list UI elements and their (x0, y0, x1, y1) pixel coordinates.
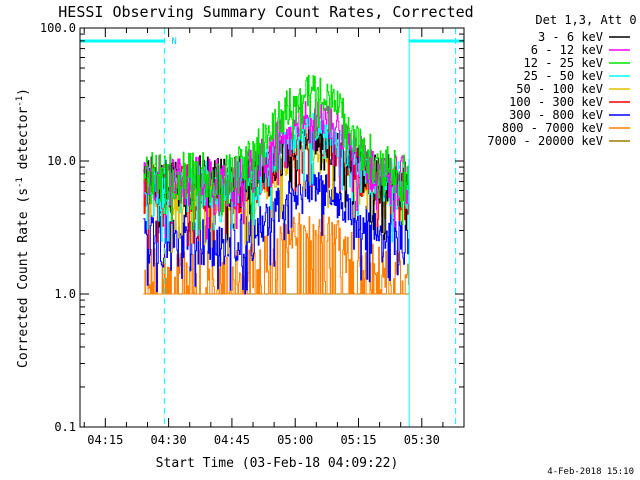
legend-entry-label: 12 - 25 keV (524, 56, 603, 70)
legend-entry-label: 800 - 7000 keV (502, 121, 603, 135)
legend-header: Det 1,3, Att 0 (535, 13, 636, 27)
plot-frame (79, 27, 465, 428)
series-line (143, 212, 410, 295)
legend-entry-label: 50 - 100 keV (516, 82, 603, 96)
x-tick-label: 05:00 (277, 433, 313, 447)
x-tick-label: 04:45 (214, 433, 250, 447)
legend-entry-label: 3 - 6 keV (538, 30, 603, 44)
y-axis-label-main: Corrected Count Rate (s (16, 188, 31, 368)
x-tick-label: 05:15 (340, 433, 376, 447)
legend-entry-label: 100 - 300 keV (509, 95, 603, 109)
night-marker-label: N (171, 37, 176, 47)
series-line (143, 74, 410, 231)
x-tick-label: 05:30 (404, 433, 440, 447)
y-tick-label: 1.0 (54, 287, 76, 301)
y-axis-label-exp1: -1 (15, 177, 25, 188)
x-axis-label: Start Time (03-Feb-18 04:09:22) (156, 456, 399, 471)
legend-entry-label: 6 - 12 keV (531, 43, 603, 57)
date-stamp: 4-Feb-2018 15:10 (547, 467, 634, 477)
chart-title: HESSI Observing Summary Count Rates, Cor… (58, 3, 473, 21)
x-tick-label: 04:15 (87, 433, 123, 447)
y-tick-label: 100.0 (40, 21, 76, 35)
y-axis-label-exp2: -1 (15, 96, 25, 107)
legend-entry-label: 300 - 800 keV (509, 108, 603, 122)
legend-entry-label: 7000 - 20000 keV (487, 134, 603, 148)
y-tick-label: 10.0 (47, 154, 76, 168)
data-layer (143, 74, 410, 295)
y-axis-label-end: ) (16, 88, 31, 96)
series-line (143, 171, 410, 295)
y-axis-label-mid: detector (16, 107, 31, 178)
y-axis-label: Corrected Count Rate (s-1 detector-1) (15, 88, 31, 368)
legend-entry-label: 25 - 50 keV (524, 69, 603, 83)
y-tick-label: 0.1 (54, 420, 76, 434)
x-tick-label: 04:30 (151, 433, 187, 447)
axes-layer: 0.1 1.0 10.0 100.0 04:15 04:30 04:45 05:00 05:15… (40, 21, 465, 447)
